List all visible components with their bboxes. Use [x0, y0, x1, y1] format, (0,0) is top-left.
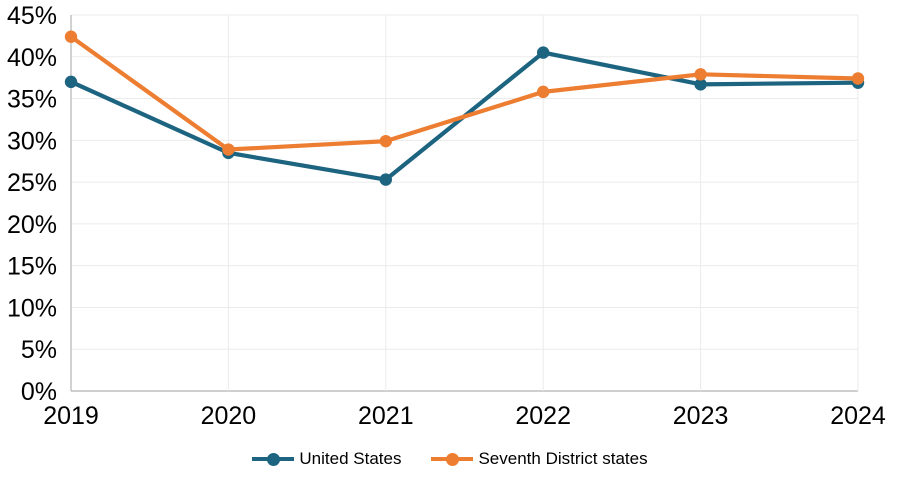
y-tick-label: 15% — [7, 253, 57, 281]
data-point-united-states-2021 — [379, 173, 392, 186]
legend-marker-seventh-district-states-icon — [431, 452, 474, 466]
chart-legend: United States Seventh District states — [0, 449, 900, 469]
data-point-seventh-district-states-2020 — [222, 143, 235, 156]
y-tick-label: 30% — [7, 127, 57, 155]
x-tick-label: 2022 — [515, 402, 571, 430]
y-tick-label: 35% — [7, 86, 57, 114]
data-point-seventh-district-states-2024 — [851, 72, 865, 85]
x-tick-label: 2024 — [830, 402, 886, 430]
data-point-united-states-2019 — [64, 75, 78, 89]
y-tick-label: 25% — [7, 169, 57, 197]
legend-item-united-states: United States — [252, 449, 401, 469]
legend-label-seventh-district-states: Seventh District states — [478, 449, 648, 468]
y-tick-label: 20% — [7, 211, 57, 239]
data-point-seventh-district-states-2019 — [64, 30, 78, 43]
x-tick-label: 2021 — [358, 402, 414, 430]
data-point-united-states-2022 — [537, 46, 550, 59]
data-point-seventh-district-states-2021 — [379, 134, 392, 148]
data-point-seventh-district-states-2022 — [537, 85, 550, 99]
y-tick-label: 45% — [7, 2, 57, 30]
legend-item-seventh-district-states: Seventh District states — [431, 449, 648, 469]
legend-label-united-states: United States — [299, 449, 402, 468]
data-point-united-states-2023 — [694, 78, 707, 91]
y-tick-label: 40% — [7, 44, 57, 72]
x-tick-label: 2019 — [43, 402, 99, 430]
x-tick-label: 2020 — [201, 402, 257, 430]
line-chart: 0% 5% 10% 15% 20% 25% 30% 35% 40% 45% 2019 2020 2021… — [7, 2, 886, 430]
legend-marker-united-states-icon — [252, 452, 295, 466]
data-point-seventh-district-states-2023 — [694, 68, 707, 81]
y-tick-label: 10% — [7, 294, 57, 322]
series-line-seventh-district-states — [68, 34, 861, 152]
y-tick-label: 5% — [21, 336, 57, 364]
y-tick-label: 0% — [21, 378, 57, 406]
x-tick-label: 2023 — [673, 402, 729, 430]
legend-dot-united-states — [266, 452, 280, 466]
legend-dot-seventh-district-states — [445, 452, 459, 466]
